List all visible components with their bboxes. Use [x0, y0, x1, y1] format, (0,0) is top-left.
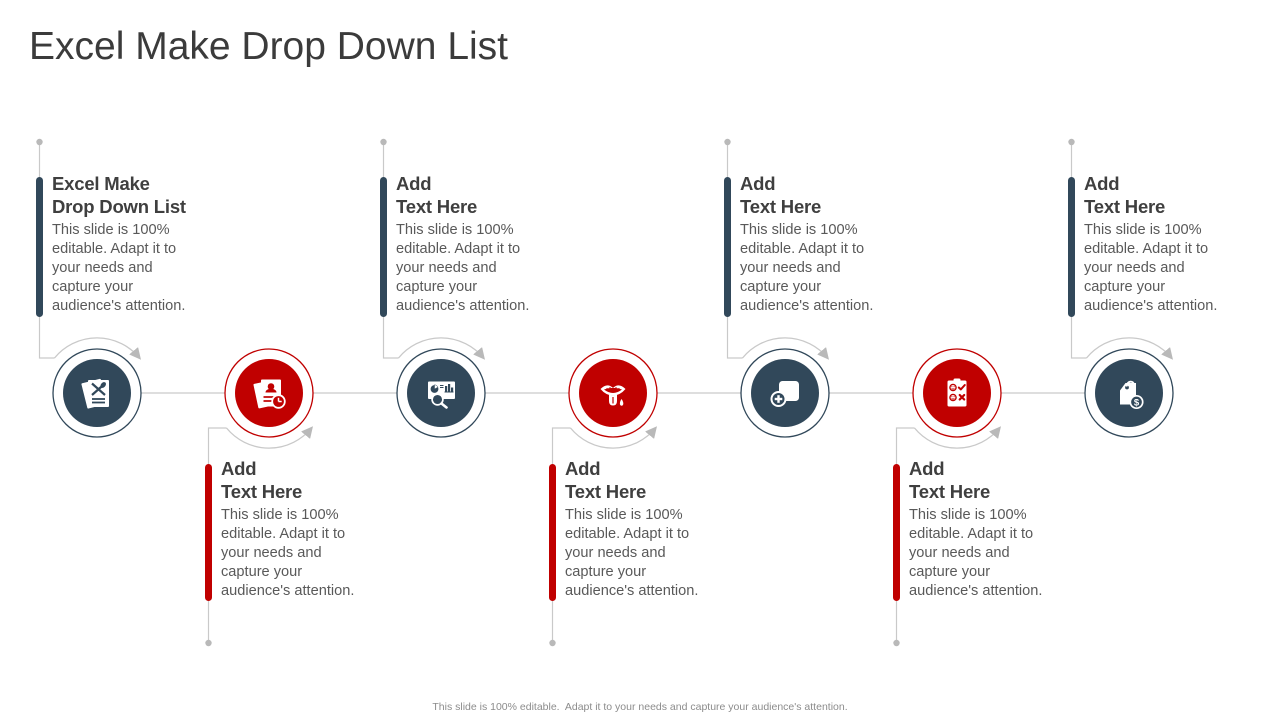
- item-heading: Add Text Here: [1084, 173, 1166, 217]
- connector-dot: [36, 138, 43, 146]
- item-heading: Add Text Here: [396, 173, 478, 217]
- item-6-text-block: Add Text Here This slide is 100% editabl…: [893, 457, 1068, 601]
- item-heading: Add Text Here: [221, 458, 303, 502]
- item-heading: Add Text Here: [740, 173, 822, 217]
- accent-bar: [1068, 177, 1075, 317]
- item-body: This slide is 100% editable. Adapt it to…: [221, 507, 355, 599]
- accent-bar: [205, 464, 212, 601]
- flow-arc: [741, 337, 829, 360]
- slide-footer-note: This slide is 100% editable. Adapt it to…: [432, 701, 848, 713]
- price-tag-dollar-icon: $: [1120, 380, 1144, 410]
- taste-tongue-icon: [600, 385, 626, 406]
- flow-arc: [1085, 337, 1173, 360]
- item-1-text-block: Excel Make Drop Down List This slide is …: [36, 172, 211, 317]
- connector-dot: [893, 639, 900, 647]
- item-heading: Excel Make Drop Down List: [52, 173, 186, 217]
- item-heading: Add Text Here: [565, 458, 647, 502]
- flow-arc: [913, 426, 1001, 449]
- flow-arc: [225, 426, 313, 449]
- item-heading: Add Text Here: [909, 458, 991, 502]
- item-body: This slide is 100% editable. Adapt it to…: [1084, 222, 1218, 314]
- item-4-text-block: Add Text Here This slide is 100% editabl…: [549, 457, 724, 601]
- connector-dot: [205, 639, 212, 647]
- add-document-icon: [770, 381, 799, 407]
- item-2-text-block: Add Text Here This slide is 100% editabl…: [205, 457, 380, 601]
- item-body: This slide is 100% editable. Adapt it to…: [740, 222, 874, 314]
- accent-bar: [893, 464, 900, 601]
- item-body: This slide is 100% editable. Adapt it to…: [565, 507, 699, 599]
- item-3-text-block: Add Text Here This slide is 100% editabl…: [380, 172, 555, 317]
- accent-bar: [549, 464, 556, 601]
- accent-bar: [36, 177, 43, 317]
- item-body: This slide is 100% editable. Adapt it to…: [396, 222, 530, 314]
- accent-bar: [380, 177, 387, 317]
- item-body: This slide is 100% editable. Adapt it to…: [52, 222, 186, 314]
- item-5-text-block: Add Text Here This slide is 100% editabl…: [724, 172, 899, 317]
- connector-dot: [1068, 138, 1075, 146]
- menu-document-icon: [81, 378, 109, 409]
- accent-bar: [724, 177, 731, 317]
- connector-dot: [549, 639, 556, 647]
- dollar-glyph: $: [1134, 397, 1140, 408]
- flow-arc: [53, 337, 141, 360]
- flow-arc: [397, 337, 485, 360]
- item-7-text-block: Add Text Here This slide is 100% editabl…: [1068, 172, 1243, 317]
- connector-dot: [724, 138, 731, 146]
- resume-checklist-clock-icon: [253, 379, 286, 409]
- flow-arc: [569, 426, 657, 449]
- connector-dot: [380, 138, 387, 146]
- item-body: This slide is 100% editable. Adapt it to…: [909, 507, 1043, 599]
- presentation-analysis-icon: [428, 381, 455, 409]
- page-title: Excel Make Drop Down List: [29, 25, 509, 68]
- feedback-clipboard-icon: [947, 378, 967, 407]
